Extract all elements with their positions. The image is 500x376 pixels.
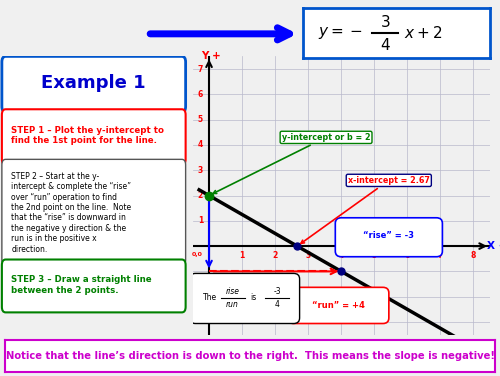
Text: 4: 4: [275, 300, 280, 309]
Text: x-intercept = 2.67: x-intercept = 2.67: [301, 176, 430, 243]
Text: STEP 2 – Start at the y-
intercept & complete the “rise”
over “run” operation to: STEP 2 – Start at the y- intercept & com…: [11, 172, 132, 254]
Text: 1: 1: [198, 216, 203, 225]
Text: Notice that the line’s direction is down to the right.  This means the slope is : Notice that the line’s direction is down…: [6, 351, 494, 361]
Text: is: is: [250, 293, 257, 302]
Text: 6: 6: [404, 251, 410, 260]
Text: STEP 1 – Plot the y-intercept to
find the 1st point for the line.: STEP 1 – Plot the y-intercept to find th…: [11, 126, 164, 146]
Text: y-intercept or b = 2: y-intercept or b = 2: [213, 133, 370, 194]
Text: 1: 1: [240, 251, 244, 260]
FancyBboxPatch shape: [190, 273, 300, 323]
FancyBboxPatch shape: [2, 159, 186, 265]
Text: run: run: [226, 300, 239, 309]
Text: “run” = +4: “run” = +4: [312, 301, 364, 310]
Text: 5: 5: [198, 115, 203, 124]
Text: 2: 2: [272, 251, 278, 260]
FancyBboxPatch shape: [288, 287, 389, 323]
Text: $y = -$: $y = -$: [318, 25, 362, 41]
Text: 4: 4: [198, 140, 203, 149]
FancyBboxPatch shape: [2, 109, 186, 165]
Text: rise: rise: [226, 287, 239, 296]
Text: 3: 3: [306, 251, 311, 260]
FancyBboxPatch shape: [2, 56, 186, 112]
Text: 2: 2: [198, 191, 203, 200]
Text: 4: 4: [338, 251, 344, 260]
Text: X +: X +: [488, 241, 500, 251]
Text: 8: 8: [471, 251, 476, 260]
Text: 7: 7: [438, 251, 443, 260]
Text: $x + 2$: $x + 2$: [404, 25, 442, 41]
Text: Y +: Y +: [201, 52, 220, 61]
FancyBboxPatch shape: [336, 218, 442, 257]
Text: Example 1: Example 1: [42, 74, 146, 92]
Text: -3: -3: [274, 287, 281, 296]
Text: $3$: $3$: [380, 14, 390, 30]
Text: 3: 3: [198, 166, 203, 175]
Text: STEP 3 – Draw a straight line
between the 2 points.: STEP 3 – Draw a straight line between th…: [11, 275, 152, 295]
Text: $4$: $4$: [380, 36, 390, 53]
Text: 0,0: 0,0: [192, 252, 203, 257]
Text: The: The: [203, 293, 217, 302]
Text: “rise” = -3: “rise” = -3: [364, 231, 414, 240]
Text: 5: 5: [372, 251, 377, 260]
Text: 6: 6: [198, 90, 203, 99]
FancyBboxPatch shape: [2, 259, 186, 312]
Text: 7: 7: [198, 65, 203, 74]
